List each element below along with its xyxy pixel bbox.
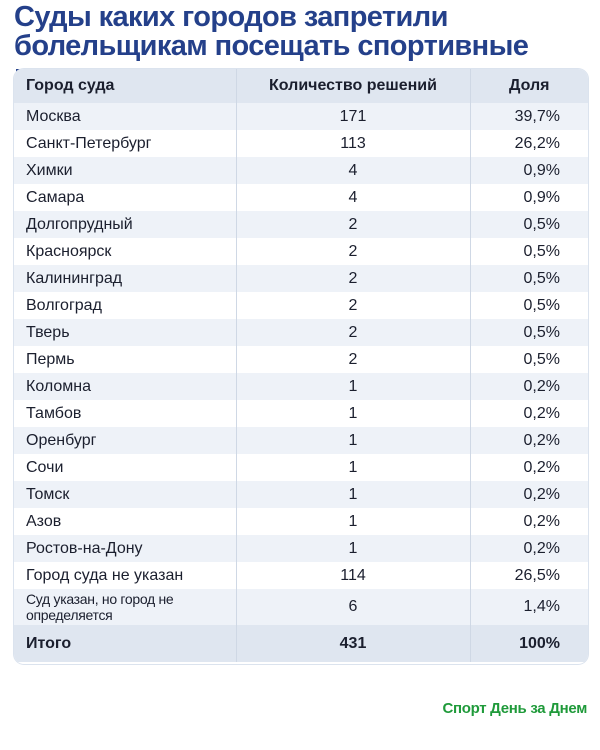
cell-share: 0,2% (469, 481, 588, 508)
table-row: Калининград 2 0,5% (14, 265, 588, 292)
cell-city: Химки (14, 157, 236, 184)
cell-city: Долгопрудный (14, 211, 236, 238)
table-row: Коломна 1 0,2% (14, 373, 588, 400)
header-city: Город суда (14, 69, 236, 103)
header-count: Количество решений (235, 69, 470, 103)
cell-share: 0,5% (469, 319, 588, 346)
cell-city: Томск (14, 481, 236, 508)
table-row: Красноярск 2 0,5% (14, 238, 588, 265)
cell-count: 1 (235, 508, 470, 535)
cell-city: Суд указан, но город не определяется (14, 589, 236, 625)
cell-share: 0,5% (469, 211, 588, 238)
cell-count: 113 (235, 130, 470, 157)
cell-count: 2 (235, 346, 470, 373)
table-row: Сочи 1 0,2% (14, 454, 588, 481)
cell-count: 1 (235, 454, 470, 481)
table-row: Суд указан, но город не определяется 6 1,4… (14, 589, 588, 625)
cell-share: 0,5% (469, 346, 588, 373)
cell-count: 2 (235, 292, 470, 319)
cell-share: 0,5% (469, 238, 588, 265)
cell-share: 0,2% (469, 427, 588, 454)
table-row: Химки 4 0,9% (14, 157, 588, 184)
cell-city: Азов (14, 508, 236, 535)
cell-count: 171 (235, 103, 470, 130)
table-row: Город суда не указан 114 26,5% (14, 562, 588, 589)
cell-count: 1 (235, 427, 470, 454)
cell-city: Волгоград (14, 292, 236, 319)
cell-count: 114 (235, 562, 470, 589)
cell-share: 0,2% (469, 373, 588, 400)
table-row: Москва 171 39,7% (14, 103, 588, 130)
table-row: Тамбов 1 0,2% (14, 400, 588, 427)
cell-city: Москва (14, 103, 236, 130)
cell-city: Оренбург (14, 427, 236, 454)
cell-share: 0,2% (469, 454, 588, 481)
total-count: 431 (235, 625, 470, 662)
table-row: Азов 1 0,2% (14, 508, 588, 535)
table-row: Оренбург 1 0,2% (14, 427, 588, 454)
cell-count: 1 (235, 481, 470, 508)
brand-logo: Спорт День за Днем (442, 700, 587, 717)
cell-share: 0,9% (469, 157, 588, 184)
cell-city: Самара (14, 184, 236, 211)
cell-share: 0,2% (469, 535, 588, 562)
cell-city: Тамбов (14, 400, 236, 427)
cell-count: 4 (235, 157, 470, 184)
table-header-row: Город суда Количество решений Доля (14, 69, 588, 103)
header-share: Доля (469, 69, 588, 103)
table-body: Москва 171 39,7% Санкт-Петербург 113 26,2% Хим… (14, 103, 588, 625)
table-row: Томск 1 0,2% (14, 481, 588, 508)
data-table-card: Город суда Количество решений Доля Москв… (14, 69, 588, 664)
cell-city: Красноярск (14, 238, 236, 265)
cell-city: Санкт-Петербург (14, 130, 236, 157)
page-title: Суды каких городов запретили болельщикам… (14, 1, 529, 90)
cell-share: 1,4% (469, 589, 588, 625)
table-row: Пермь 2 0,5% (14, 346, 588, 373)
table-row: Долгопрудный 2 0,5% (14, 211, 588, 238)
data-table: Город суда Количество решений Доля Москв… (14, 69, 588, 662)
cell-city: Город суда не указан (14, 562, 236, 589)
cell-city: Коломна (14, 373, 236, 400)
cell-city: Ростов-на-Дону (14, 535, 236, 562)
cell-share: 0,5% (469, 265, 588, 292)
table-row: Ростов-на-Дону 1 0,2% (14, 535, 588, 562)
cell-share: 0,2% (469, 508, 588, 535)
total-label: Итого (14, 625, 236, 662)
cell-share: 26,2% (469, 130, 588, 157)
total-share: 100% (469, 625, 588, 662)
cell-share: 0,5% (469, 292, 588, 319)
table-total-row: Итого 431 100% (14, 625, 588, 662)
cell-city: Сочи (14, 454, 236, 481)
cell-count: 1 (235, 373, 470, 400)
cell-share: 39,7% (469, 103, 588, 130)
cell-count: 1 (235, 535, 470, 562)
cell-count: 2 (235, 319, 470, 346)
cell-count: 2 (235, 265, 470, 292)
table-row: Тверь 2 0,5% (14, 319, 588, 346)
cell-count: 6 (235, 589, 470, 625)
table-row: Санкт-Петербург 113 26,2% (14, 130, 588, 157)
cell-city: Тверь (14, 319, 236, 346)
cell-share: 26,5% (469, 562, 588, 589)
table-row: Волгоград 2 0,5% (14, 292, 588, 319)
cell-city: Пермь (14, 346, 236, 373)
cell-share: 0,2% (469, 400, 588, 427)
table-row: Самара 4 0,9% (14, 184, 588, 211)
cell-city: Калининград (14, 265, 236, 292)
cell-share: 0,9% (469, 184, 588, 211)
cell-count: 1 (235, 400, 470, 427)
cell-count: 4 (235, 184, 470, 211)
cell-count: 2 (235, 238, 470, 265)
cell-count: 2 (235, 211, 470, 238)
